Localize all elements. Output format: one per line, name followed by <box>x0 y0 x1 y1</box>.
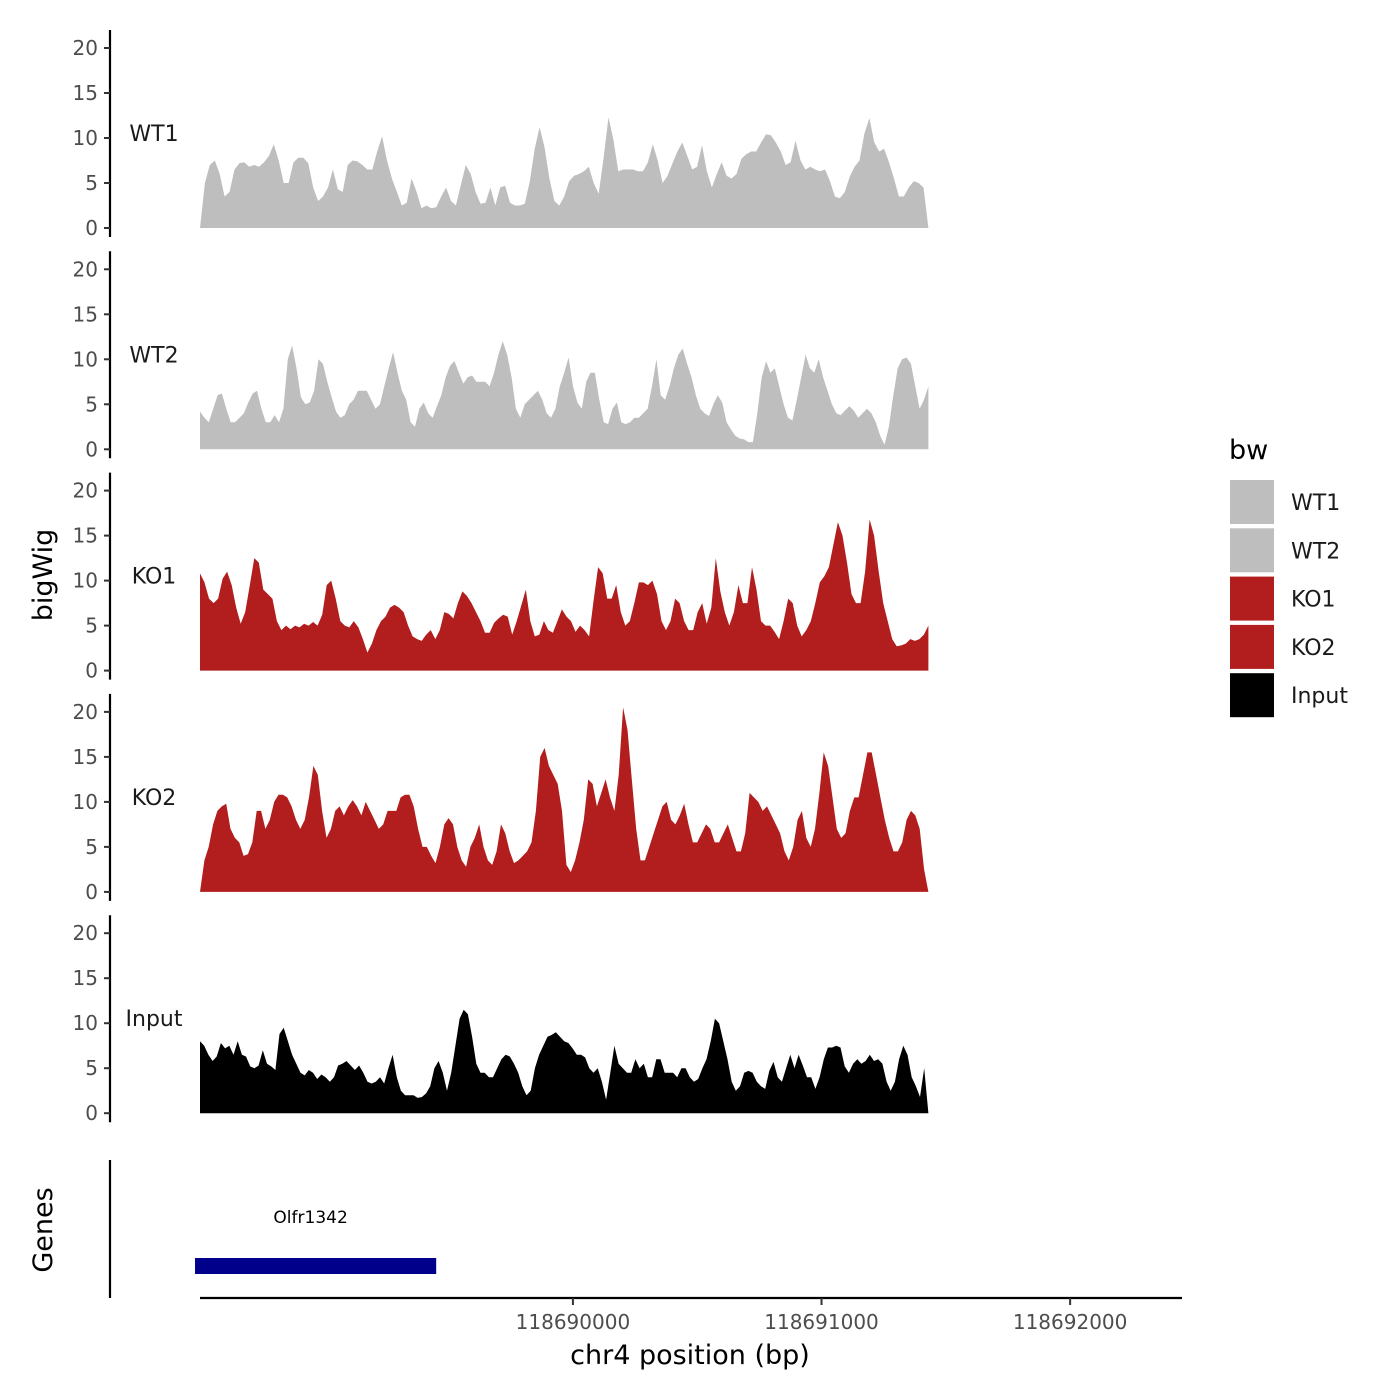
y-tick-label: 10 <box>73 347 98 371</box>
track-label: WT1 <box>129 122 178 147</box>
legend-label: KO2 <box>1291 636 1336 661</box>
legend-item-wt2: WT2 <box>1230 528 1340 573</box>
y-tick-label: 5 <box>85 614 98 638</box>
y-tick-label: 0 <box>85 216 98 240</box>
legend: bw WT1 WT2 KO1 KO2 Input <box>1229 435 1348 718</box>
legend-label: WT2 <box>1291 539 1340 564</box>
y-tick-label: 10 <box>73 569 98 593</box>
track-label: KO1 <box>132 565 177 590</box>
x-tick-label: 118691000 <box>764 1310 879 1334</box>
y-tick-label: 15 <box>73 302 98 326</box>
y-tick-label: 0 <box>85 437 98 461</box>
signal-area-ko2 <box>200 707 929 892</box>
signal-area-input <box>200 1009 929 1114</box>
gene-body <box>195 1258 437 1274</box>
signal-area-wt1 <box>200 117 929 228</box>
y-tick-label: 10 <box>73 126 98 150</box>
y-tick-label: 5 <box>85 392 98 416</box>
legend-item-input: Input <box>1230 673 1348 718</box>
y-tick-label: 15 <box>73 524 98 548</box>
y-tick-label: 5 <box>85 1056 98 1080</box>
y-tick-label: 20 <box>73 257 98 281</box>
legend-item-ko1: KO1 <box>1230 576 1336 621</box>
y-tick-label: 20 <box>73 700 98 724</box>
y-tick-label: 20 <box>73 36 98 60</box>
y-tick-label: 20 <box>73 921 98 945</box>
y-tick-label: 0 <box>85 659 98 683</box>
legend-item-wt1: WT1 <box>1230 480 1340 524</box>
y-axis-title: bigWig <box>28 529 59 622</box>
legend-swatch <box>1230 528 1274 573</box>
legend-swatch <box>1230 576 1274 621</box>
y-tick-label: 0 <box>85 1101 98 1125</box>
legend-swatch <box>1230 673 1274 718</box>
y-tick-label: 10 <box>73 790 98 814</box>
track-panel-ko2: 0 5 10 15 20 KO2 <box>73 693 929 904</box>
x-tick-label: 118692000 <box>1013 1310 1128 1334</box>
y-tick-label: 5 <box>85 835 98 859</box>
legend-label: Input <box>1291 684 1348 709</box>
signal-area-ko1 <box>200 519 929 671</box>
track-panels: 0 5 10 15 20 WT1 0 5 10 15 20 WT2 0 5 10 15 20 KO1 0 5 10 15 2… <box>73 30 929 1125</box>
y-tick-label: 15 <box>73 81 98 105</box>
y-tick-label: 15 <box>73 745 98 769</box>
y-tick-label: 15 <box>73 966 98 990</box>
track-panel-wt1: 0 5 10 15 20 WT1 <box>73 30 929 240</box>
track-label: Input <box>126 1007 183 1032</box>
x-tick-label: 118690000 <box>516 1310 631 1334</box>
track-panel-ko1: 0 5 10 15 20 KO1 <box>73 472 929 683</box>
y-tick-label: 5 <box>85 171 98 195</box>
y-tick-label: 0 <box>85 880 98 904</box>
x-axis: 118690000 118691000 118692000 <box>200 1296 1182 1334</box>
legend-item-ko2: KO2 <box>1230 624 1336 669</box>
legend-label: WT1 <box>1291 491 1340 516</box>
track-label: WT2 <box>129 343 178 368</box>
track-label: KO2 <box>132 786 177 811</box>
y-tick-label: 10 <box>73 1011 98 1035</box>
gene-label: Olfr1342 <box>273 1208 347 1228</box>
y-tick-label: 20 <box>73 479 98 503</box>
legend-label: KO1 <box>1291 588 1336 613</box>
legend-swatch <box>1230 624 1274 669</box>
legend-swatch <box>1230 480 1274 524</box>
signal-area-wt2 <box>200 341 929 450</box>
track-panel-input: 0 5 10 15 20 Input <box>73 915 929 1125</box>
track-panel-wt2: 0 5 10 15 20 WT2 <box>73 251 929 461</box>
x-axis-title: chr4 position (bp) <box>570 1340 810 1371</box>
genes-axis-title: Genes <box>28 1187 59 1272</box>
legend-title: bw <box>1229 435 1268 466</box>
genes-panel: Olfr1342 <box>108 1160 437 1298</box>
